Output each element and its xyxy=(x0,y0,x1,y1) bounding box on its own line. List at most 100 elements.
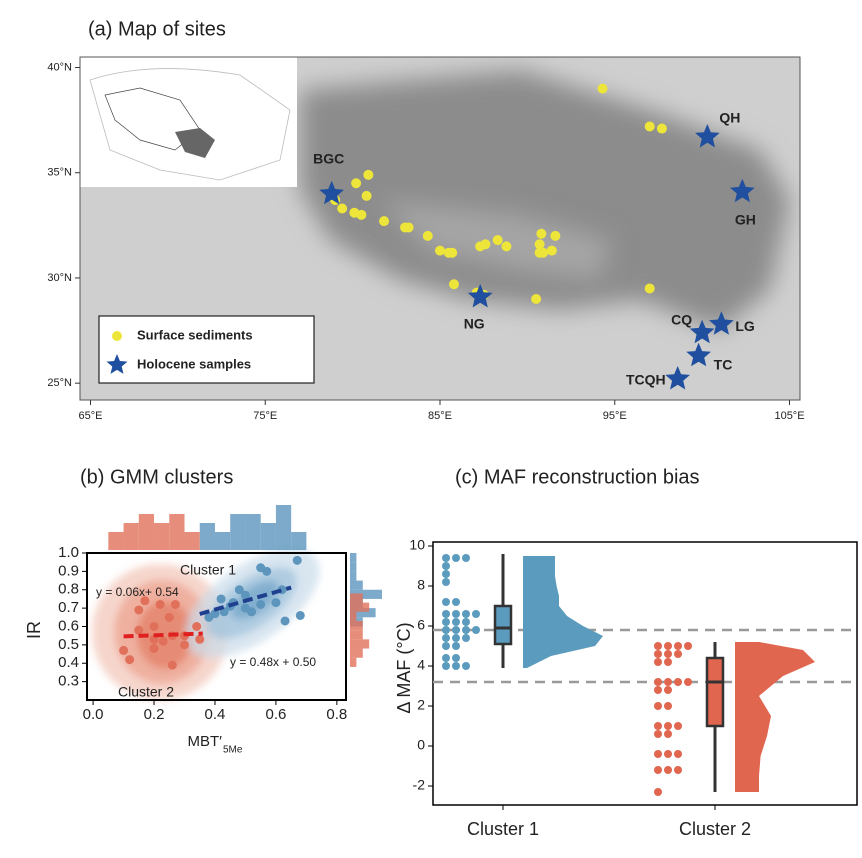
data-point xyxy=(462,610,470,618)
y-tick-label: 10 xyxy=(409,537,425,553)
data-point xyxy=(156,600,165,609)
data-point xyxy=(654,750,662,758)
y-tick-label: 0.9 xyxy=(58,562,79,579)
site-point xyxy=(493,235,503,245)
y-tick-label: 25°N xyxy=(47,377,72,389)
data-point xyxy=(452,598,460,606)
y-tick-label: -2 xyxy=(413,777,426,793)
site-point xyxy=(480,239,490,249)
x-histogram-bar xyxy=(108,532,123,550)
site-label: GH xyxy=(735,211,756,227)
site-point xyxy=(535,248,545,258)
data-point xyxy=(195,635,204,644)
x-histogram-bar xyxy=(230,514,245,550)
data-point xyxy=(684,642,692,650)
data-point xyxy=(674,650,682,658)
x-histogram-bar xyxy=(200,523,215,550)
site-point xyxy=(645,121,655,131)
site-point xyxy=(362,191,372,201)
y-tick-label: 0.7 xyxy=(58,599,79,616)
y-histogram-bar xyxy=(350,603,369,612)
y-tick-label: 1.0 xyxy=(58,544,79,561)
x-axis-label: MBT′ xyxy=(188,733,223,750)
y-tick-label: 0 xyxy=(417,737,425,753)
x-histogram-bar xyxy=(276,505,291,550)
data-point xyxy=(654,678,662,686)
x-tick-label: 0.8 xyxy=(326,706,347,723)
y-histogram-bar xyxy=(350,621,363,630)
data-point xyxy=(674,722,682,730)
x-histogram-bar xyxy=(124,523,139,550)
y-tick-label: 0.6 xyxy=(58,617,79,634)
data-point xyxy=(664,642,672,650)
site-point xyxy=(598,84,608,94)
data-point xyxy=(452,626,460,634)
y-tick-label: 0.3 xyxy=(58,673,79,690)
data-point xyxy=(293,556,302,565)
panel-title: (a) Map of sites xyxy=(88,18,226,40)
box xyxy=(707,658,723,726)
data-point xyxy=(664,702,672,710)
x-tick-label: Cluster 1 xyxy=(467,819,539,839)
cluster-label: Cluster 1 xyxy=(180,562,236,578)
y-histogram-bar xyxy=(350,649,363,658)
plot-frame xyxy=(433,542,857,805)
y-histogram-bar xyxy=(350,571,356,580)
data-point xyxy=(654,730,662,738)
x-tick-label: 105°E xyxy=(774,410,804,422)
fit-equation: y = 0.48x + 0.50 xyxy=(230,655,316,669)
data-point xyxy=(442,662,450,670)
x-tick-label: Cluster 2 xyxy=(679,819,751,839)
site-point xyxy=(404,222,414,232)
y-histogram-bar xyxy=(350,553,356,562)
panel-title: (b) GMM clusters xyxy=(80,466,233,488)
data-point xyxy=(654,702,662,710)
site-label: NG xyxy=(464,316,485,332)
x-histogram-bar xyxy=(169,514,184,550)
data-point xyxy=(462,626,470,634)
data-point xyxy=(654,722,662,730)
data-point xyxy=(674,766,682,774)
x-tick-label: 0.4 xyxy=(205,706,226,723)
x-histogram-bar xyxy=(154,523,169,550)
data-point xyxy=(472,610,480,618)
x-tick-label: 95°E xyxy=(603,410,627,422)
half-violin xyxy=(523,556,603,668)
x-tick-label: 85°E xyxy=(428,410,452,422)
site-point xyxy=(435,246,445,256)
data-point xyxy=(654,642,662,650)
site-point xyxy=(550,231,560,241)
data-point xyxy=(462,618,470,626)
site-point xyxy=(363,170,373,180)
data-point xyxy=(296,611,305,620)
site-label: TC xyxy=(714,357,733,373)
y-histogram-bar xyxy=(350,612,356,621)
y-tick-label: 8 xyxy=(417,577,425,593)
data-point xyxy=(654,658,662,666)
legend-label: Surface sediments xyxy=(137,327,253,342)
data-point xyxy=(462,634,470,642)
data-point xyxy=(654,788,662,796)
site-point xyxy=(337,204,347,214)
data-point xyxy=(462,554,470,562)
site-point xyxy=(449,279,459,289)
data-point xyxy=(674,750,682,758)
data-point xyxy=(664,766,672,774)
data-point xyxy=(654,686,662,694)
x-histogram-bar xyxy=(291,532,306,550)
data-point xyxy=(442,578,450,586)
data-point xyxy=(125,655,134,664)
y-histogram-bar xyxy=(350,562,356,571)
data-point xyxy=(674,642,682,650)
data-point xyxy=(171,600,180,609)
site-label: BGC xyxy=(313,150,344,166)
data-point xyxy=(168,661,177,670)
half-violin xyxy=(735,642,815,792)
x-tick-label: 75°E xyxy=(253,410,277,422)
x-histogram-bar xyxy=(261,523,276,550)
data-point xyxy=(442,642,450,650)
data-point xyxy=(119,646,128,655)
data-point xyxy=(684,678,692,686)
x-histogram-bar xyxy=(245,514,260,550)
figure: (a) Map of sites (b) GMM clusters (c) MA… xyxy=(0,0,862,858)
